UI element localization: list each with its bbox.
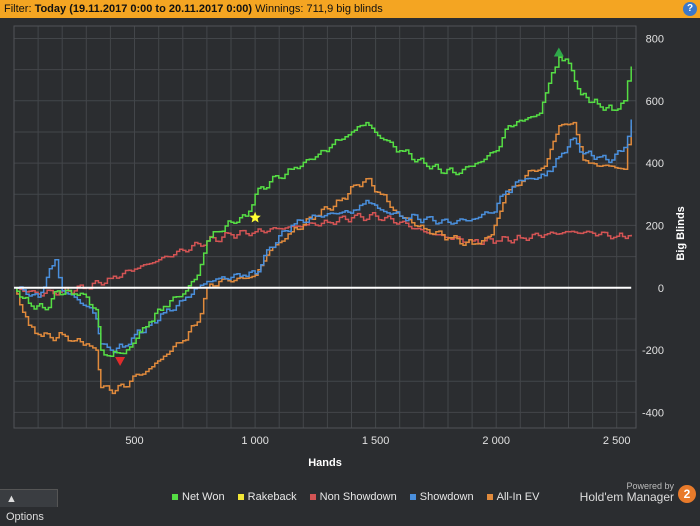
x-tick-label: 500 [125, 435, 143, 447]
legend-all-in-ev[interactable]: All-In EV [487, 491, 540, 503]
legend-net-won[interactable]: Net Won [172, 491, 225, 503]
hm2-logo-icon: 2 [678, 485, 696, 503]
legend-ev-swatch [487, 494, 493, 500]
legend-sd-swatch [410, 494, 416, 500]
filter-range[interactable]: Today (19.11.2017 0:00 to 20.11.2017 0:0… [35, 3, 253, 15]
y-tick-label: -400 [642, 407, 664, 419]
x-tick-label: 1 000 [241, 435, 269, 447]
legend-non-showdown[interactable]: Non Showdown [310, 491, 397, 503]
plot-area [14, 26, 636, 428]
y-axis-title: Big Blinds [675, 206, 687, 260]
filter-label: Filter: [4, 3, 32, 15]
brand: Powered by Hold'em Manager [580, 481, 674, 503]
options-label: Options [6, 511, 44, 523]
x-axis-title: Hands [308, 457, 342, 469]
x-tick-label: 1 500 [362, 435, 390, 447]
winnings-value: 711,9 big blinds [306, 3, 382, 15]
legend-rake-label: Rakeback [248, 491, 297, 503]
legend-ev-label: All-In EV [497, 491, 540, 503]
y-tick-label: 400 [646, 158, 664, 170]
winnings-label: Winnings: [255, 3, 303, 15]
winnings-chart: 500 1 000 1 500 2 000 2 500 -400 -200 0 200 400 60… [0, 18, 700, 473]
y-tick-label: 200 [646, 220, 664, 232]
legend-showdown[interactable]: Showdown [410, 491, 474, 503]
legend-sd-label: Showdown [420, 491, 474, 503]
y-tick-label: 600 [646, 96, 664, 108]
x-tick-label: 2 500 [603, 435, 631, 447]
x-tick-label: 2 000 [482, 435, 510, 447]
legend-net-label: Net Won [182, 491, 225, 503]
help-icon[interactable]: ? [683, 2, 697, 16]
legend-net-swatch [172, 494, 178, 500]
filter-bar: Filter: Today (19.11.2017 0:00 to 20.11.… [0, 0, 700, 18]
legend-rake-swatch [238, 494, 244, 500]
brand-name: Hold'em Manager [580, 492, 674, 503]
legend-nsd-label: Non Showdown [320, 491, 397, 503]
options-chevron-icon: ▲ [6, 493, 17, 505]
y-tick-label: -200 [642, 345, 664, 357]
legend-rakeback[interactable]: Rakeback [238, 491, 297, 503]
legend-nsd-swatch [310, 494, 316, 500]
options-button[interactable]: ▲ Options [0, 489, 58, 507]
chart-legend: Net Won Rakeback Non Showdown Showdown A… [172, 491, 549, 503]
y-tick-label: 0 [658, 283, 664, 295]
y-tick-label: 800 [646, 34, 664, 46]
